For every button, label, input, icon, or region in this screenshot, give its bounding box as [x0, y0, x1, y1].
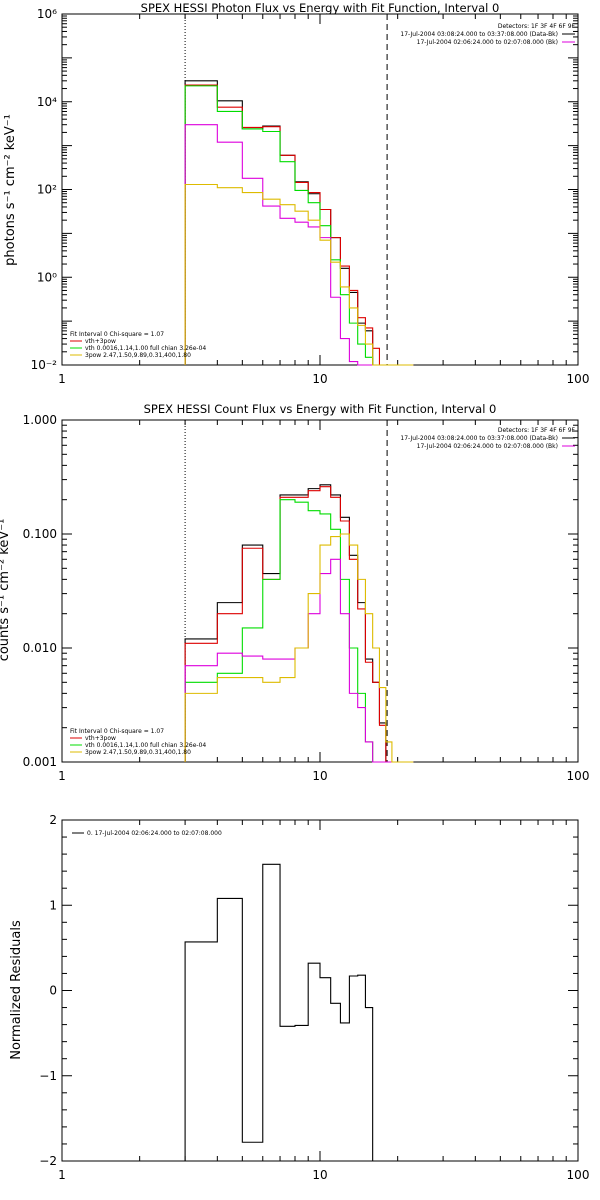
y-tick-label: −1 [39, 1069, 57, 1083]
photon-fit-legend: Fit Interval 0 Chi-square = 1.07 vth+3po… [70, 331, 206, 359]
series-line-4 [184, 183, 414, 366]
count-fit-title: Fit Interval 0 Chi-square = 1.07 [70, 728, 164, 735]
residuals-panel: 1 10 100 −2 −1 0 1 2 0. 17-Jul-2004 02:06:24.00… [9, 813, 589, 1182]
photon-title: SPEX HESSI Photon Flux vs Energy with Fi… [141, 1, 500, 15]
series-line-4 [184, 533, 414, 763]
x-tick-label: 1 [58, 1168, 66, 1182]
photon-axes-frame [61, 13, 579, 366]
photon-ticks: 1 10 100 10⁻² 10⁰ 10² 10⁴ 10⁶ [31, 7, 590, 386]
residuals-ylabel: Normalized Residuals [9, 920, 24, 1060]
photon-data-interval: 17-Jul-2004 03:08:24.000 to 03:37:08.000… [400, 31, 558, 38]
y-tick-label: 2 [49, 813, 57, 827]
x-tick-label: 10 [312, 1168, 327, 1182]
count-ylabel: counts s⁻¹ cm⁻² keV⁻¹ [0, 519, 12, 662]
series-line-1 [184, 84, 414, 366]
series-line-2 [184, 85, 414, 366]
x-tick-label: 100 [567, 372, 590, 386]
y-tick-label: 10² [37, 183, 57, 197]
photon-fit-label-3: 3pow 2.47,1.50,9.89,0.31,400,1.80 [85, 352, 191, 359]
y-tick-label: 10⁶ [37, 7, 57, 21]
count-ticks: 1 10 100 0.001 0.010 0.100 1.000 [23, 413, 590, 783]
x-tick-label: 10 [312, 372, 327, 386]
y-tick-label: 0.100 [23, 527, 57, 541]
x-tick-label: 100 [567, 769, 590, 783]
count-series [184, 484, 414, 763]
residuals-ticks: 1 10 100 −2 −1 0 1 2 [39, 813, 589, 1182]
y-tick-label: 10⁰ [37, 270, 57, 284]
count-data-interval: 17-Jul-2004 03:08:24.000 to 03:37:08.000… [400, 435, 558, 442]
photon-info: Detectors: 1F 3F 4F 6F 9F 17-Jul-2004 03… [400, 23, 575, 46]
photon-panel: SPEX HESSI Photon Flux vs Energy with Fi… [3, 1, 589, 386]
y-tick-label: −2 [39, 1154, 57, 1168]
x-tick-label: 1 [58, 769, 66, 783]
count-fit-label-3: 3pow 2.47,1.50,9.89,0.31,400,1.80 [85, 749, 191, 756]
count-fit-legend: Fit Interval 0 Chi-square = 1.07 vth+3po… [70, 728, 206, 756]
count-fit-label-2: vth 0.0016,1.14,1.00 full chian 3.26e-04 [85, 742, 206, 749]
photon-vlines [184, 14, 388, 365]
x-tick-label: 100 [567, 1168, 590, 1182]
series-line-3 [184, 558, 414, 763]
series-line-0 [184, 863, 392, 1162]
series-line-3 [184, 124, 414, 366]
photon-fit-label-1: vth+3pow [85, 338, 116, 345]
residuals-series [184, 863, 392, 1162]
count-bk-interval: 17-Jul-2004 02:06:24.000 to 02:07:08.000… [417, 443, 558, 450]
residuals-axes-frame [61, 819, 579, 1162]
photon-fit-title: Fit Interval 0 Chi-square = 1.07 [70, 331, 164, 338]
y-tick-label: 0 [49, 984, 57, 998]
y-tick-label: 1.000 [23, 413, 57, 427]
photon-bk-interval: 17-Jul-2004 02:06:24.000 to 02:07:08.000… [417, 39, 558, 46]
count-info: Detectors: 1F 3F 4F 6F 9F 17-Jul-2004 03… [400, 427, 575, 450]
y-tick-label: 10⁴ [37, 95, 57, 109]
x-tick-label: 1 [58, 372, 66, 386]
photon-detectors: Detectors: 1F 3F 4F 6F 9F [498, 23, 576, 30]
series-line-1 [184, 486, 414, 763]
photon-series [184, 80, 414, 366]
x-tick-label: 10 [312, 769, 327, 783]
y-tick-label: 0.010 [23, 641, 57, 655]
y-tick-label: 0.001 [23, 755, 57, 769]
residuals-legend-label: 0. 17-Jul-2004 02:06:24.000 to 02:07:08.… [87, 830, 222, 837]
photon-ylabel: photons s⁻¹ cm⁻² keV⁻¹ [3, 114, 18, 266]
count-vlines [184, 420, 388, 762]
y-tick-label: 1 [49, 898, 57, 912]
count-fit-label-1: vth+3pow [85, 735, 116, 742]
count-panel: SPEX HESSI Count Flux vs Energy with Fit… [0, 402, 589, 783]
count-title: SPEX HESSI Count Flux vs Energy with Fit… [144, 402, 497, 416]
y-tick-label: 10⁻² [31, 358, 58, 372]
photon-fit-label-2: vth 0.0016,1.14,1.00 full chian 3.26e-04 [85, 345, 206, 352]
count-detectors: Detectors: 1F 3F 4F 6F 9F [498, 427, 576, 434]
series-line-0 [184, 80, 414, 366]
